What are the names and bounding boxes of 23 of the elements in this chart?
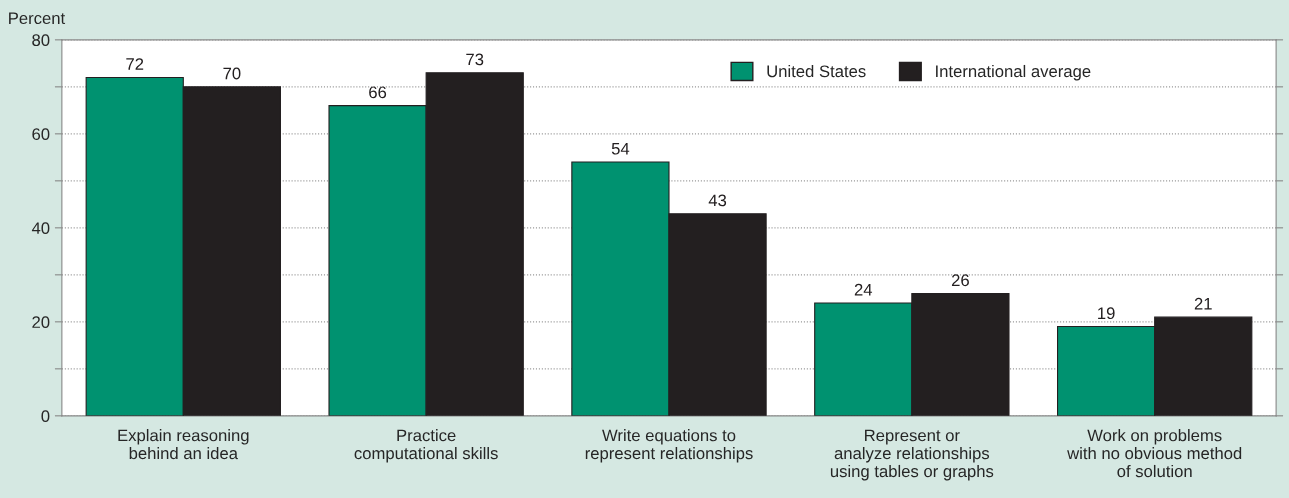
- y-tick-label: 40: [31, 222, 50, 235]
- x-tick-label: Explain reasoning behind an idea: [118, 429, 249, 460]
- x-tick-label: Represent or analyze relationships using tables or graphs: [830, 429, 994, 481]
- x-tick-label: Write equations to represent relationships: [585, 429, 753, 463]
- data-label: 26: [951, 274, 969, 287]
- data-label: 19: [1098, 307, 1115, 320]
- data-label: 21: [1194, 297, 1212, 310]
- y-tick-label: 20: [32, 316, 50, 329]
- y-axis-title: Percent: [9, 12, 66, 25]
- data-label: 24: [854, 283, 873, 296]
- data-label: 43: [708, 194, 727, 207]
- legend-label: International average: [936, 64, 1091, 81]
- y-tick-label: 0: [41, 410, 50, 423]
- data-label: 72: [126, 58, 144, 70]
- y-tick-label: 80: [32, 34, 50, 47]
- x-tick-label: Practice computational skills: [354, 429, 498, 463]
- data-label: 66: [369, 86, 387, 99]
- data-label: 70: [223, 67, 241, 80]
- y-tick-label: 60: [32, 128, 50, 141]
- data-label: 54: [611, 142, 630, 155]
- data-label: 73: [466, 53, 484, 66]
- legend-label: United States: [767, 64, 866, 78]
- x-tick-label: Work on problems with no obvious method of solution: [1067, 429, 1242, 478]
